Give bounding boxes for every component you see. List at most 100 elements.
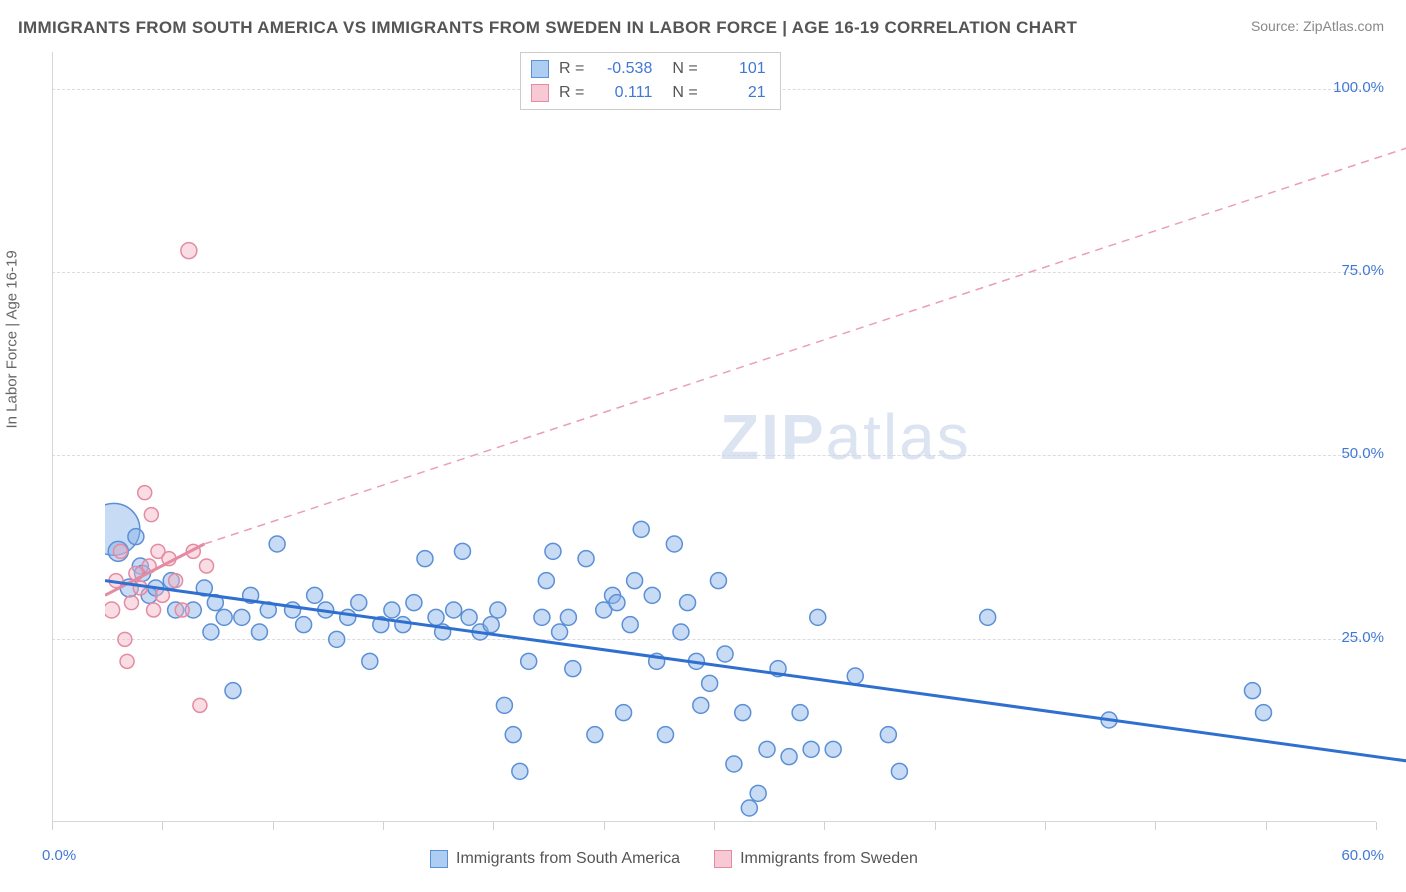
data-point — [803, 741, 819, 757]
data-point — [565, 661, 581, 677]
data-point — [132, 558, 148, 574]
data-point — [596, 602, 612, 618]
data-point — [124, 596, 138, 610]
legend-item-pink: Immigrants from Sweden — [714, 850, 918, 868]
data-point — [109, 574, 123, 588]
bottom-legend: Immigrants from South America Immigrants… — [430, 850, 918, 868]
data-point — [825, 741, 841, 757]
data-point — [512, 763, 528, 779]
n-value-blue: 101 — [708, 57, 766, 81]
data-point — [770, 661, 786, 677]
data-point — [688, 653, 704, 669]
swatch-pink-icon — [714, 850, 732, 868]
data-point — [633, 521, 649, 537]
data-point — [534, 609, 550, 625]
data-point — [351, 595, 367, 611]
data-point — [657, 727, 673, 743]
data-point — [545, 543, 561, 559]
data-point — [169, 574, 183, 588]
data-point — [759, 741, 775, 757]
data-point — [741, 800, 757, 816]
data-point — [260, 602, 276, 618]
data-point — [1101, 712, 1117, 728]
data-point — [362, 653, 378, 669]
data-point — [417, 551, 433, 567]
data-point — [702, 675, 718, 691]
data-point — [609, 595, 625, 611]
data-point — [234, 609, 250, 625]
data-point — [666, 536, 682, 552]
data-point — [216, 609, 232, 625]
data-point — [138, 486, 152, 500]
chart-svg — [105, 104, 1406, 874]
r-label: R = — [559, 81, 584, 105]
trend-line — [105, 544, 204, 595]
legend-label-pink: Immigrants from Sweden — [740, 850, 918, 868]
data-point — [251, 624, 267, 640]
data-point — [144, 508, 158, 522]
data-point — [454, 543, 470, 559]
data-point — [135, 565, 151, 581]
trend-line — [105, 581, 1406, 764]
data-point — [168, 602, 184, 618]
data-point — [717, 646, 733, 662]
data-point — [373, 617, 389, 633]
x-axis-max-label: 60.0% — [1341, 847, 1384, 864]
stats-row-blue: R = -0.538 N = 101 — [531, 57, 766, 81]
data-point — [496, 697, 512, 713]
data-point — [710, 573, 726, 589]
data-point — [673, 624, 689, 640]
r-value-pink: 0.111 — [594, 81, 652, 105]
plot-area — [52, 52, 1376, 822]
data-point — [142, 559, 156, 573]
x-tick — [52, 822, 53, 830]
data-point — [162, 552, 176, 566]
data-point — [318, 602, 334, 618]
data-point — [175, 603, 189, 617]
data-point — [538, 573, 554, 589]
data-point — [605, 587, 621, 603]
data-point — [847, 668, 863, 684]
data-point — [810, 609, 826, 625]
r-value-blue: -0.538 — [594, 57, 652, 81]
data-point — [129, 566, 143, 580]
data-point — [196, 580, 212, 596]
x-tick — [1045, 822, 1046, 830]
x-tick — [273, 822, 274, 830]
swatch-blue-icon — [531, 60, 549, 78]
data-point — [128, 529, 144, 545]
x-tick — [1376, 822, 1377, 830]
watermark-rest: atlas — [826, 401, 971, 473]
data-point — [147, 603, 161, 617]
data-point — [340, 609, 356, 625]
x-tick — [162, 822, 163, 830]
data-point — [243, 587, 259, 603]
y-axis-label: In Labor Force | Age 16-19 — [4, 250, 21, 428]
data-point — [505, 727, 521, 743]
data-point — [285, 602, 301, 618]
watermark: ZIPatlas — [720, 400, 971, 474]
data-point — [113, 544, 127, 558]
data-point — [483, 617, 499, 633]
data-point — [490, 602, 506, 618]
data-point — [108, 541, 128, 561]
data-point — [472, 624, 488, 640]
correlation-stats-box: R = -0.538 N = 101 R = 0.111 N = 21 — [520, 52, 781, 110]
data-point — [225, 683, 241, 699]
x-tick — [604, 822, 605, 830]
legend-label-blue: Immigrants from South America — [456, 850, 680, 868]
data-point — [891, 763, 907, 779]
data-point — [616, 705, 632, 721]
x-tick — [493, 822, 494, 830]
data-point — [680, 595, 696, 611]
data-point — [185, 602, 201, 618]
data-point — [1244, 683, 1260, 699]
data-point — [587, 727, 603, 743]
data-point — [627, 573, 643, 589]
data-point — [141, 587, 157, 603]
data-point — [269, 536, 285, 552]
chart-title: IMMIGRANTS FROM SOUTH AMERICA VS IMMIGRA… — [18, 18, 1077, 38]
data-point — [781, 749, 797, 765]
data-point — [446, 602, 462, 618]
data-point — [118, 632, 132, 646]
